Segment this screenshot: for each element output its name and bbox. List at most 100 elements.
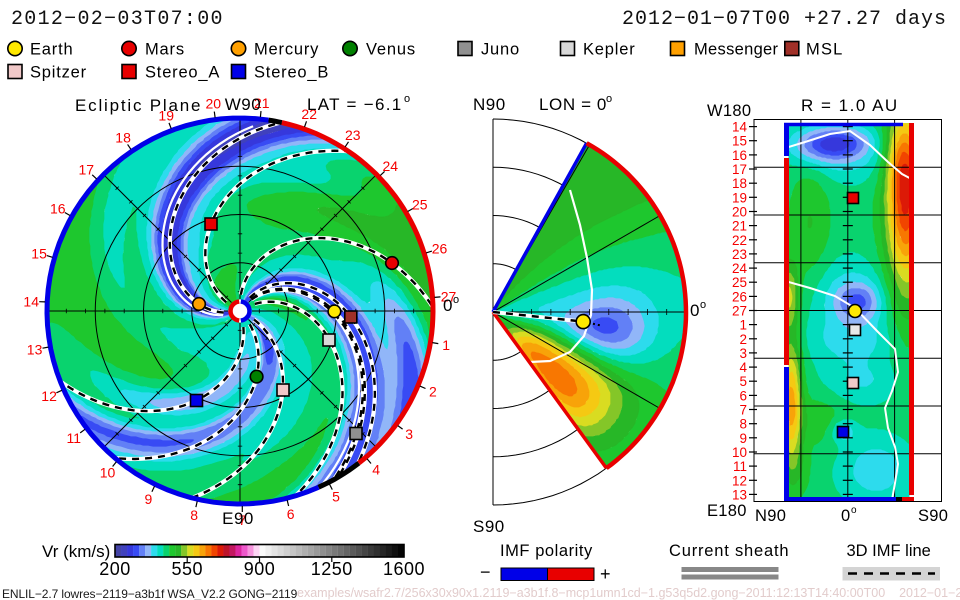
svg-text:26: 26 [732,289,747,304]
svg-text:Venus: Venus [366,41,416,59]
svg-text:o: o [606,93,612,105]
svg-text:o: o [851,505,857,516]
svg-text:8: 8 [190,507,198,523]
svg-text:N90: N90 [755,507,786,525]
svg-text:11: 11 [67,430,82,446]
svg-text:12: 12 [732,473,747,488]
svg-text:S90: S90 [473,517,505,536]
svg-text:Stereo_B: Stereo_B [254,64,329,82]
svg-text:26: 26 [432,241,448,257]
svg-text:14: 14 [732,120,748,135]
svg-text:LAT = −6.1: LAT = −6.1 [307,95,403,114]
svg-text:21: 21 [732,219,747,234]
svg-text:9: 9 [145,491,153,507]
svg-text:7: 7 [739,403,747,418]
svg-text:12: 12 [41,388,57,404]
svg-text:22: 22 [732,233,747,248]
svg-text:22: 22 [301,106,317,122]
svg-text:24: 24 [732,261,748,276]
svg-text:−: − [480,562,491,582]
svg-text:25: 25 [412,196,428,212]
svg-text:2: 2 [739,332,747,347]
svg-text:E90: E90 [222,509,254,528]
svg-text:8: 8 [739,417,747,432]
svg-text:15: 15 [31,245,47,261]
svg-text:23: 23 [345,127,361,143]
svg-text:24: 24 [383,158,399,174]
svg-text:16: 16 [732,148,747,163]
svg-text:examples/wsafr2.7/256x30x90x1.: examples/wsafr2.7/256x30x90x1.2119−a3b1f… [297,586,960,600]
svg-text:5: 5 [739,374,747,389]
svg-text:0: 0 [841,507,850,525]
svg-text:4: 4 [372,462,380,478]
svg-text:o: o [700,299,706,311]
svg-text:13: 13 [732,487,747,502]
svg-text:6: 6 [739,388,747,403]
svg-text:R = 1.0 AU: R = 1.0 AU [801,96,899,115]
svg-text:o: o [404,93,410,105]
svg-text:27: 27 [441,288,457,304]
svg-text:Mercury: Mercury [254,41,319,59]
svg-text:Mars: Mars [145,41,185,59]
svg-text:200: 200 [99,559,131,579]
svg-text:11: 11 [733,459,747,474]
svg-text:3D IMF line: 3D IMF line [847,542,931,560]
svg-text:10: 10 [100,465,116,481]
svg-text:1: 1 [739,318,747,333]
svg-text:LON = 0: LON = 0 [539,95,607,114]
svg-text:1600: 1600 [383,559,425,579]
svg-text:Messenger: Messenger [694,41,779,59]
svg-text:1250: 1250 [311,559,353,579]
svg-text:19: 19 [158,108,174,124]
svg-text:27: 27 [732,304,747,319]
svg-text:900: 900 [244,559,276,579]
svg-text:3: 3 [405,426,413,442]
svg-text:550: 550 [171,559,203,579]
svg-text:10: 10 [732,445,747,460]
svg-text:17: 17 [79,161,95,177]
svg-text:Ecliptic Plane: Ecliptic Plane [75,96,202,115]
svg-text:Kepler: Kepler [583,41,636,59]
svg-text:E180: E180 [707,502,747,520]
svg-text:20: 20 [206,96,222,112]
svg-text:19: 19 [732,190,747,205]
svg-text:3: 3 [739,346,747,361]
svg-text:S90: S90 [918,507,948,525]
svg-text:2012−02−03T07:00: 2012−02−03T07:00 [11,8,224,31]
svg-text:15: 15 [732,134,747,149]
svg-text:16: 16 [50,201,66,217]
svg-text:2012−01−07T00 +27.27 days: 2012−01−07T00 +27.27 days [622,8,947,31]
svg-text:17: 17 [732,162,747,177]
svg-text:Stereo_A: Stereo_A [145,64,220,82]
svg-text:18: 18 [115,130,131,146]
svg-text:13: 13 [27,342,43,358]
svg-text:4: 4 [739,360,747,375]
svg-text:2: 2 [429,384,437,400]
svg-text:0: 0 [443,296,452,315]
svg-text:+: + [600,564,611,584]
svg-text:ENLIL−2.7 lowres−2119−a3b1f WS: ENLIL−2.7 lowres−2119−a3b1f WSA_V2.2 GON… [2,587,298,600]
svg-text:Current sheath: Current sheath [669,542,789,560]
svg-text:Vr (km/s): Vr (km/s) [42,542,110,561]
svg-text:W180: W180 [707,102,751,120]
svg-text:25: 25 [732,275,747,290]
svg-text:1: 1 [442,337,450,353]
svg-text:MSL: MSL [806,41,844,59]
svg-text:Earth: Earth [30,41,73,59]
svg-text:W90: W90 [225,95,261,114]
svg-text:9: 9 [739,431,747,446]
svg-text:Spitzer: Spitzer [30,64,87,82]
svg-text:14: 14 [23,293,39,309]
svg-text:5: 5 [332,489,340,505]
svg-text:23: 23 [732,247,747,262]
svg-text:IMF polarity: IMF polarity [500,542,593,560]
svg-text:20: 20 [732,205,747,220]
svg-text:7: 7 [239,512,247,528]
svg-text:0: 0 [690,301,699,320]
svg-text:N90: N90 [473,95,506,114]
svg-text:21: 21 [254,95,270,111]
svg-text:o: o [453,294,459,306]
svg-text:Juno: Juno [481,41,520,59]
svg-text:6: 6 [287,506,295,522]
svg-text:18: 18 [732,176,747,191]
